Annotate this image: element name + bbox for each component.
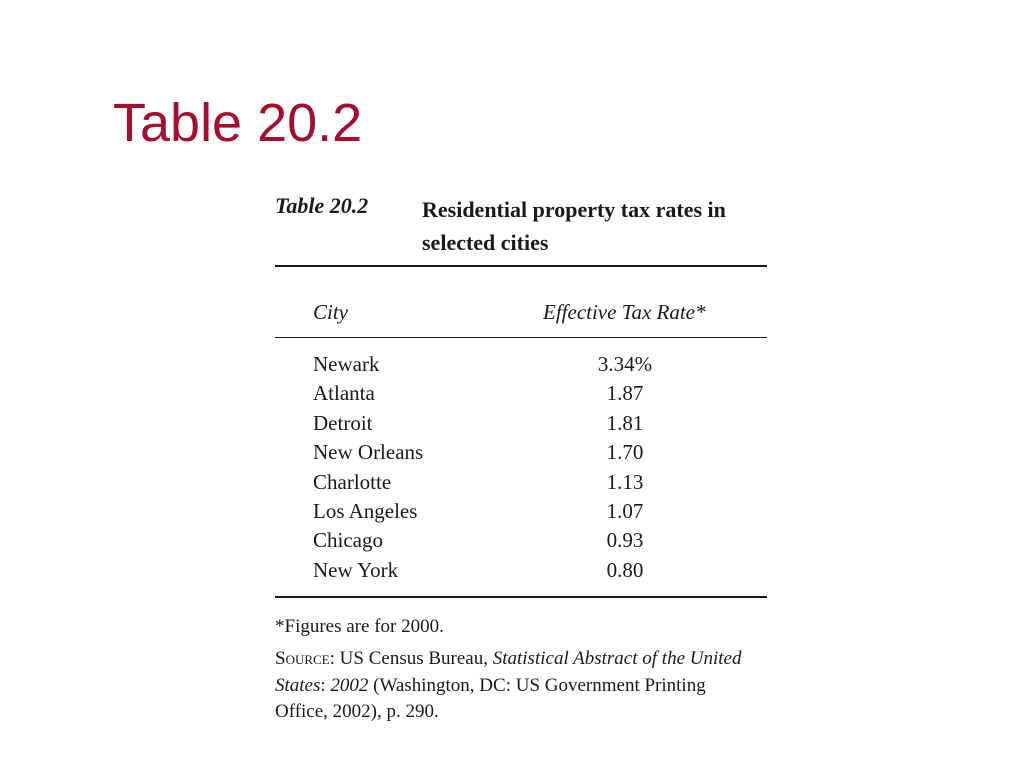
rate-cell: 0.80	[606, 557, 644, 582]
source-part: Source	[275, 648, 330, 669]
rule	[275, 337, 767, 338]
city-cell: New Orleans	[313, 440, 424, 465]
rule	[275, 265, 767, 267]
column-header: Effective Tax Rate*	[543, 300, 706, 324]
source-part: Statistical Abstract of the United State…	[275, 648, 742, 696]
rate-cell: 1.07	[606, 499, 644, 523]
city-cell: Newark	[313, 352, 380, 376]
slide-title: Table 20.2	[113, 93, 363, 153]
source-part: : US Census Bureau,	[329, 648, 493, 669]
rate-cell: 0.93	[606, 528, 644, 553]
city-cell: New York	[313, 557, 399, 582]
footnote: *Figures are for 2000.	[275, 616, 444, 637]
rate-cell: 1.13	[606, 469, 644, 494]
city-cell: Los Angeles	[313, 499, 418, 523]
rule	[275, 596, 767, 598]
rate-cell: 1.70	[606, 440, 644, 465]
city-cell: Atlanta	[313, 381, 375, 406]
city-cell: Detroit	[313, 410, 373, 435]
source-note: Source: US Census Bureau, Statistical Ab…	[275, 646, 755, 726]
column-header: City	[313, 300, 348, 324]
city-cell: Charlotte	[313, 469, 392, 494]
rate-cell: 1.87	[606, 381, 644, 406]
rate-cell: 1.81	[606, 410, 644, 435]
source-part: 2002	[330, 674, 369, 696]
source-part: (Washington, DC: US Government Printing …	[275, 674, 706, 723]
city-cell: Chicago	[313, 528, 383, 553]
table-label: Table 20.2	[275, 193, 369, 218]
rate-cell: 3.34%	[597, 352, 653, 376]
source-part: :	[320, 674, 331, 696]
table-caption: Residential property tax rates in select…	[422, 197, 726, 255]
